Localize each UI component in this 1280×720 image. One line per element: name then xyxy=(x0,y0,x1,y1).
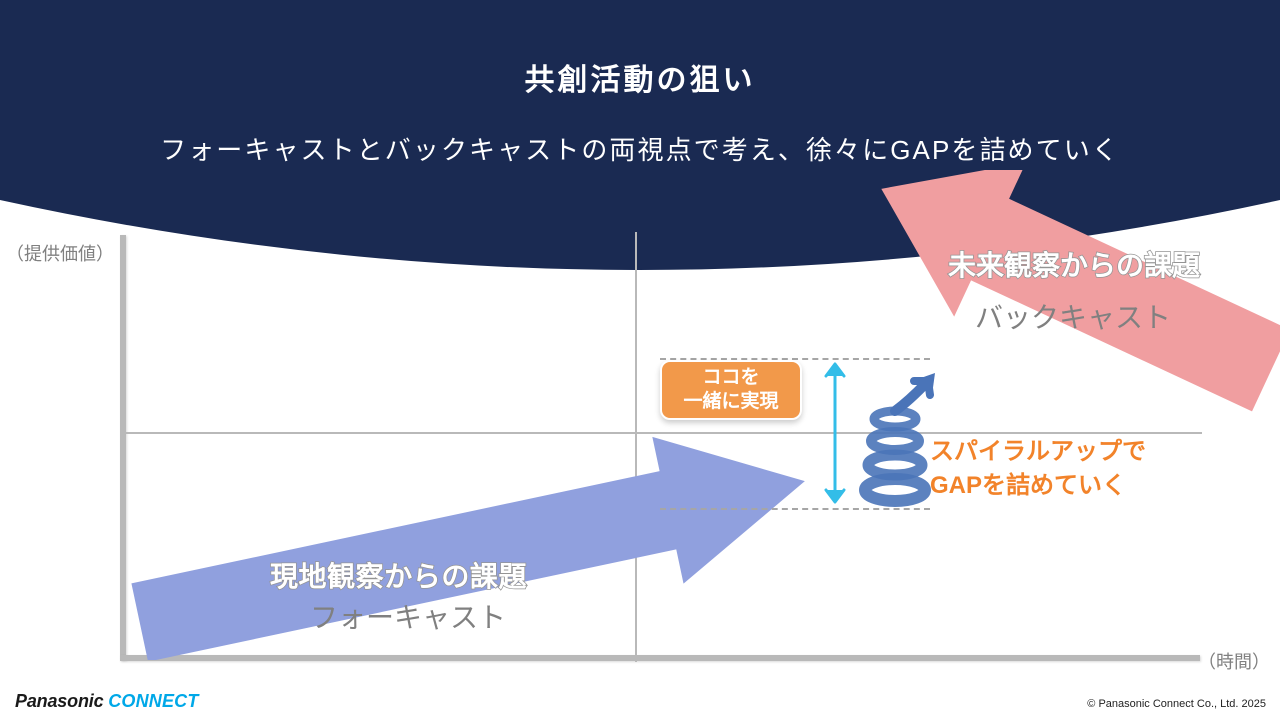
panasonic-connect-logo: Panasonic CONNECT xyxy=(15,691,199,712)
backcast-title: 未来観察からの課題 xyxy=(948,244,1200,284)
spiral-text: スパイラルアップで GAPを詰めていく xyxy=(930,435,1146,502)
axis-y xyxy=(120,235,126,660)
backcast-subtitle: バックキャスト xyxy=(975,296,1171,336)
spiral-text-line2: GAPを詰めていく xyxy=(930,469,1146,503)
logo-prefix: Panasonic xyxy=(15,691,108,711)
slide-title: 共創活動の狙い xyxy=(0,55,1280,99)
forecast-title: 現地観察からの課題 xyxy=(270,555,527,595)
axis-x-label: （時間） xyxy=(1198,648,1270,674)
gap-double-arrow-icon xyxy=(820,358,850,508)
callout-box: ココを 一緒に実現 xyxy=(660,360,802,420)
slide-root: 共創活動の狙い フォーキャストとバックキャストの両視点で考え、徐々にGAPを詰め… xyxy=(0,0,1280,720)
logo-suffix: CONNECT xyxy=(108,691,198,711)
forecast-subtitle: フォーキャスト xyxy=(310,596,506,636)
axis-y-label: （提供価値） xyxy=(6,240,114,266)
copyright-text: © Panasonic Connect Co., Ltd. 2025 xyxy=(1087,698,1266,710)
spiral-text-line1: スパイラルアップで xyxy=(930,435,1146,469)
slide-subtitle: フォーキャストとバックキャストの両視点で考え、徐々にGAPを詰めていく xyxy=(0,130,1280,167)
spiral-up-icon xyxy=(850,355,940,515)
callout-line2: 一緒に実現 xyxy=(662,390,800,414)
callout-line1: ココを xyxy=(662,366,800,390)
